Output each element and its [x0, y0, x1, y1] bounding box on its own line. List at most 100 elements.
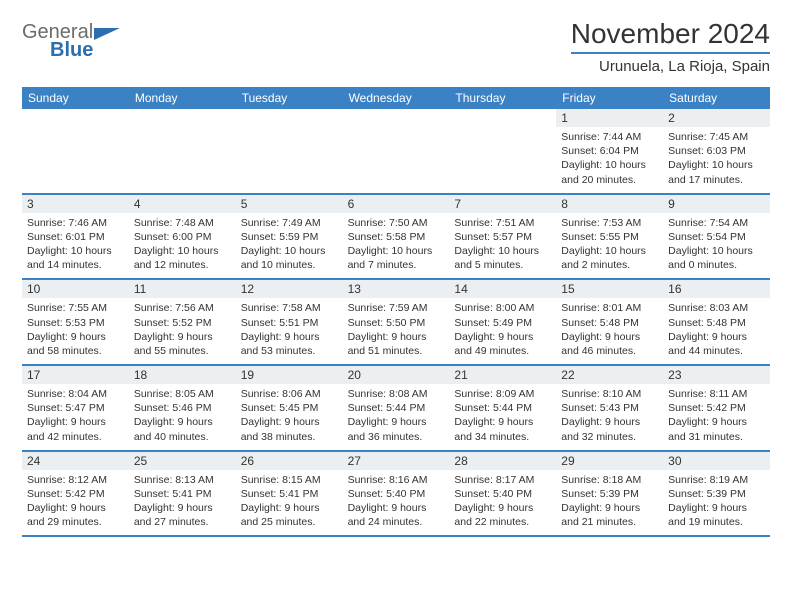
calendar-cell: 6Sunrise: 7:50 AMSunset: 5:58 PMDaylight…: [343, 195, 450, 279]
week-row: 1Sunrise: 7:44 AMSunset: 6:04 PMDaylight…: [22, 109, 770, 195]
cell-details: Sunrise: 7:53 AMSunset: 5:55 PMDaylight:…: [561, 216, 658, 273]
month-title: November 2024: [571, 18, 770, 54]
daylight-text: Daylight: 9 hours and 31 minutes.: [668, 415, 765, 443]
daylight-text: Daylight: 9 hours and 29 minutes.: [27, 501, 124, 529]
daylight-text: Daylight: 10 hours and 7 minutes.: [348, 244, 445, 272]
cell-details: Sunrise: 8:08 AMSunset: 5:44 PMDaylight:…: [348, 387, 445, 444]
day-number: 11: [129, 280, 236, 298]
location-label: Urunuela, La Rioja, Spain: [571, 58, 770, 75]
day-number: 20: [343, 366, 450, 384]
sunrise-text: Sunrise: 8:06 AM: [241, 387, 338, 401]
sunrise-text: Sunrise: 8:04 AM: [27, 387, 124, 401]
sunset-text: Sunset: 5:50 PM: [348, 316, 445, 330]
sunrise-text: Sunrise: 8:15 AM: [241, 473, 338, 487]
sunset-text: Sunset: 5:47 PM: [27, 401, 124, 415]
calendar-cell: 1Sunrise: 7:44 AMSunset: 6:04 PMDaylight…: [556, 109, 663, 193]
sunset-text: Sunset: 5:44 PM: [454, 401, 551, 415]
calendar-cell: 3Sunrise: 7:46 AMSunset: 6:01 PMDaylight…: [22, 195, 129, 279]
day-header-cell: Sunday: [22, 87, 129, 109]
cell-details: Sunrise: 8:13 AMSunset: 5:41 PMDaylight:…: [134, 473, 231, 530]
sunset-text: Sunset: 5:40 PM: [348, 487, 445, 501]
day-number: 21: [449, 366, 556, 384]
sunset-text: Sunset: 5:48 PM: [561, 316, 658, 330]
sunset-text: Sunset: 5:58 PM: [348, 230, 445, 244]
calendar-cell: 8Sunrise: 7:53 AMSunset: 5:55 PMDaylight…: [556, 195, 663, 279]
calendar-cell: [343, 109, 450, 193]
calendar-cell: 25Sunrise: 8:13 AMSunset: 5:41 PMDayligh…: [129, 452, 236, 536]
daylight-text: Daylight: 9 hours and 36 minutes.: [348, 415, 445, 443]
sunrise-text: Sunrise: 7:50 AM: [348, 216, 445, 230]
calendar-cell: 15 Sunrise: 8:01 AMSunset: 5:48 PMDayligh…: [556, 280, 663, 364]
daylight-text: Daylight: 10 hours and 5 minutes.: [454, 244, 551, 272]
logo-sail-icon: [94, 28, 120, 40]
daylight-text: Daylight: 10 hours and 14 minutes.: [27, 244, 124, 272]
daylight-text: Daylight: 10 hours and 0 minutes.: [668, 244, 765, 272]
sunrise-text: Sunrise: 8:00 AM: [454, 301, 551, 315]
day-number: 29: [556, 452, 663, 470]
cell-details: Sunrise: 7:46 AMSunset: 6:01 PMDaylight:…: [27, 216, 124, 273]
day-number: 7: [449, 195, 556, 213]
sunset-text: Sunset: 6:01 PM: [27, 230, 124, 244]
sunset-text: Sunset: 5:39 PM: [668, 487, 765, 501]
cell-details: Sunrise: 7:56 AMSunset: 5:52 PMDaylight:…: [134, 301, 231, 358]
sunrise-text: Sunrise: 8:01 AM: [561, 301, 658, 315]
sunset-text: Sunset: 5:42 PM: [27, 487, 124, 501]
cell-details: Sunrise: 8:16 AMSunset: 5:40 PMDaylight:…: [348, 473, 445, 530]
cell-details: Sunrise: 8:19 AMSunset: 5:39 PMDaylight:…: [668, 473, 765, 530]
day-number: 30: [663, 452, 770, 470]
daylight-text: Daylight: 9 hours and 44 minutes.: [668, 330, 765, 358]
sunset-text: Sunset: 6:03 PM: [668, 144, 765, 158]
calendar-cell: 24 Sunrise: 8:12 AMSunset: 5:42 PMDayligh…: [22, 452, 129, 536]
calendar-cell: 29 Sunrise: 8:18 AMSunset: 5:39 PMDayligh…: [556, 452, 663, 536]
calendar-cell: 16Sunrise: 8:03 AMSunset: 5:48 PMDayligh…: [663, 280, 770, 364]
weeks-container: 1Sunrise: 7:44 AMSunset: 6:04 PMDaylight…: [22, 109, 770, 537]
sunrise-text: Sunrise: 8:13 AM: [134, 473, 231, 487]
calendar-cell: 23Sunrise: 8:11 AMSunset: 5:42 PMDayligh…: [663, 366, 770, 450]
day-header-row: SundayMondayTuesdayWednesdayThursdayFrid…: [22, 87, 770, 109]
cell-details: Sunrise: 7:45 AMSunset: 6:03 PMDaylight:…: [668, 130, 765, 187]
sunrise-text: Sunrise: 7:48 AM: [134, 216, 231, 230]
calendar-cell: 20 Sunrise: 8:08 AMSunset: 5:44 PMDayligh…: [343, 366, 450, 450]
daylight-text: Daylight: 9 hours and 38 minutes.: [241, 415, 338, 443]
cell-details: Sunrise: 7:49 AMSunset: 5:59 PMDaylight:…: [241, 216, 338, 273]
daylight-text: Daylight: 9 hours and 51 minutes.: [348, 330, 445, 358]
sunset-text: Sunset: 5:40 PM: [454, 487, 551, 501]
sunrise-text: Sunrise: 7:54 AM: [668, 216, 765, 230]
calendar-cell: [22, 109, 129, 193]
daylight-text: Daylight: 9 hours and 40 minutes.: [134, 415, 231, 443]
sunset-text: Sunset: 6:00 PM: [134, 230, 231, 244]
day-number: 28: [449, 452, 556, 470]
sunset-text: Sunset: 5:48 PM: [668, 316, 765, 330]
daylight-text: Daylight: 10 hours and 2 minutes.: [561, 244, 658, 272]
sunrise-text: Sunrise: 7:44 AM: [561, 130, 658, 144]
week-row: 17Sunrise: 8:04 AMSunset: 5:47 PMDayligh…: [22, 366, 770, 452]
logo-icon: General Blue: [22, 18, 132, 60]
sunset-text: Sunset: 5:41 PM: [241, 487, 338, 501]
day-header-cell: Thursday: [449, 87, 556, 109]
daylight-text: Daylight: 9 hours and 24 minutes.: [348, 501, 445, 529]
week-row: 3Sunrise: 7:46 AMSunset: 6:01 PMDaylight…: [22, 195, 770, 281]
cell-details: Sunrise: 8:12 AMSunset: 5:42 PMDaylight:…: [27, 473, 124, 530]
day-number: 12: [236, 280, 343, 298]
day-number: 15: [556, 280, 663, 298]
header: General Blue November 2024 Urunuela, La …: [22, 18, 770, 75]
calendar-cell: 5Sunrise: 7:49 AMSunset: 5:59 PMDaylight…: [236, 195, 343, 279]
sunrise-text: Sunrise: 7:53 AM: [561, 216, 658, 230]
sunrise-text: Sunrise: 8:16 AM: [348, 473, 445, 487]
daylight-text: Daylight: 10 hours and 12 minutes.: [134, 244, 231, 272]
day-number: 4: [129, 195, 236, 213]
day-number: 24: [22, 452, 129, 470]
sunset-text: Sunset: 6:04 PM: [561, 144, 658, 158]
calendar-cell: [449, 109, 556, 193]
calendar-cell: 2Sunrise: 7:45 AMSunset: 6:03 PMDaylight…: [663, 109, 770, 193]
cell-details: Sunrise: 8:18 AMSunset: 5:39 PMDaylight:…: [561, 473, 658, 530]
calendar-cell: 22Sunrise: 8:10 AMSunset: 5:43 PMDayligh…: [556, 366, 663, 450]
cell-details: Sunrise: 8:01 AMSunset: 5:48 PMDaylight:…: [561, 301, 658, 358]
daylight-text: Daylight: 9 hours and 53 minutes.: [241, 330, 338, 358]
cell-details: Sunrise: 7:59 AMSunset: 5:50 PMDaylight:…: [348, 301, 445, 358]
calendar-cell: 7Sunrise: 7:51 AMSunset: 5:57 PMDaylight…: [449, 195, 556, 279]
title-block: November 2024 Urunuela, La Rioja, Spain: [571, 18, 770, 75]
calendar-cell: 28Sunrise: 8:17 AMSunset: 5:40 PMDayligh…: [449, 452, 556, 536]
day-number: 10: [22, 280, 129, 298]
day-number: 9: [663, 195, 770, 213]
